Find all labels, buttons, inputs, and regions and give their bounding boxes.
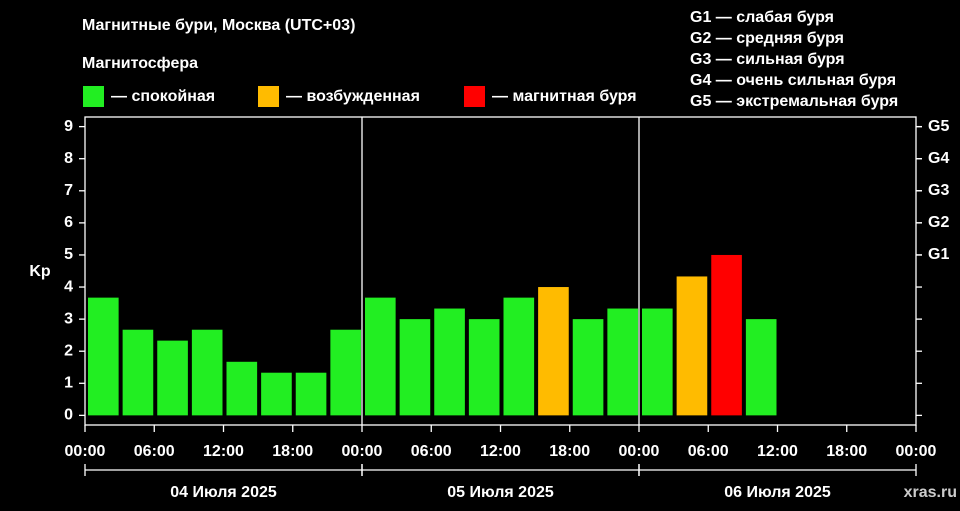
y-tick-label: 4 <box>64 278 73 295</box>
x-tick-label: 18:00 <box>549 443 590 460</box>
y-tick-label: 9 <box>64 118 73 135</box>
legend-swatch <box>83 86 104 107</box>
bar <box>261 372 292 416</box>
y-tick-label: 8 <box>64 150 73 167</box>
bar <box>226 361 258 416</box>
legend-title: Магнитосфера <box>82 55 198 72</box>
y-axis-label: Kp <box>29 263 51 280</box>
x-tick-label: 06:00 <box>688 443 729 460</box>
y-tick-label: 0 <box>64 407 73 424</box>
bar <box>295 372 327 416</box>
x-tick-label: 12:00 <box>757 443 798 460</box>
x-tick-label: 00:00 <box>896 443 937 460</box>
bar <box>468 319 500 416</box>
watermark: xras.ru <box>904 484 957 501</box>
y-tick-label: 7 <box>64 182 73 199</box>
y-tick-label: 6 <box>64 214 73 231</box>
bar <box>572 319 604 416</box>
bar <box>157 340 188 416</box>
x-tick-label: 12:00 <box>203 443 244 460</box>
day-label: 04 Июля 2025 <box>170 484 277 501</box>
legend-swatch <box>464 86 485 107</box>
g-scale-label: G5 — экстремальная буря <box>690 93 898 110</box>
y2-tick-label: G4 <box>928 150 949 167</box>
bar <box>745 319 777 416</box>
bar <box>642 308 673 416</box>
g-scale-label: G3 — сильная буря <box>690 51 845 68</box>
x-tick-label: 12:00 <box>480 443 521 460</box>
g-scale-label: G4 — очень сильная буря <box>690 72 896 89</box>
g-scale-label: G1 — слабая буря <box>690 9 834 26</box>
x-tick-label: 00:00 <box>65 443 106 460</box>
y-tick-label: 2 <box>64 342 73 359</box>
y2-tick-label: G5 <box>928 118 949 135</box>
bar <box>434 308 465 416</box>
x-tick-label: 00:00 <box>342 443 383 460</box>
chart-title: Магнитные бури, Москва (UTC+03) <box>82 17 355 34</box>
y-tick-label: 5 <box>64 246 73 263</box>
x-tick-label: 00:00 <box>619 443 660 460</box>
bar <box>191 329 223 416</box>
bar <box>607 308 638 416</box>
legend-label: — магнитная буря <box>492 88 637 105</box>
y2-tick-label: G1 <box>928 246 949 263</box>
y2-tick-label: G2 <box>928 214 949 231</box>
bar <box>503 297 535 416</box>
y-tick-label: 3 <box>64 310 73 327</box>
bar <box>676 276 708 416</box>
x-tick-label: 06:00 <box>134 443 175 460</box>
bar <box>330 329 361 416</box>
legend-label: — спокойная <box>111 88 215 105</box>
legend-label: — возбужденная <box>286 88 420 105</box>
x-tick-label: 06:00 <box>411 443 452 460</box>
day-label: 05 Июля 2025 <box>447 484 554 501</box>
g-scale-label: G2 — средняя буря <box>690 30 844 47</box>
y-tick-label: 1 <box>64 375 73 392</box>
x-tick-label: 18:00 <box>272 443 313 460</box>
bar <box>711 254 742 416</box>
bar <box>88 297 119 416</box>
bar <box>122 329 154 416</box>
day-label: 06 Июля 2025 <box>724 484 831 501</box>
bar <box>538 287 569 416</box>
legend-swatch <box>258 86 279 107</box>
bar <box>365 297 396 416</box>
y2-tick-label: G3 <box>928 182 949 199</box>
x-tick-label: 18:00 <box>826 443 867 460</box>
bar <box>399 319 431 416</box>
